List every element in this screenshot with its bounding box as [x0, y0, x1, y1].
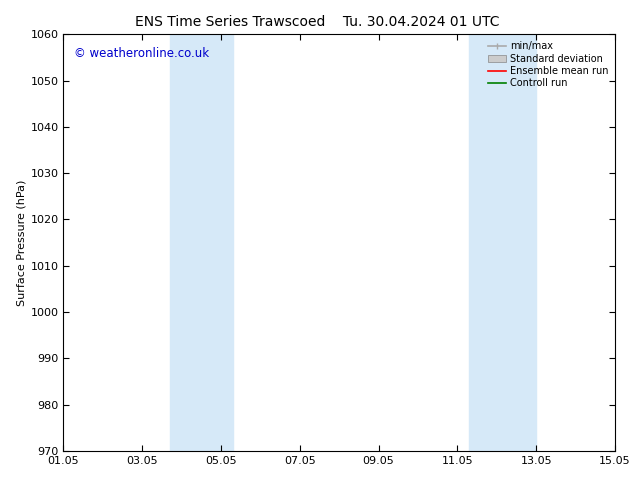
- Text: ENS Time Series Trawscoed    Tu. 30.04.2024 01 UTC: ENS Time Series Trawscoed Tu. 30.04.2024…: [135, 15, 499, 29]
- Y-axis label: Surface Pressure (hPa): Surface Pressure (hPa): [16, 179, 26, 306]
- Bar: [170, 34, 233, 451]
- Bar: [469, 34, 536, 451]
- Text: © weatheronline.co.uk: © weatheronline.co.uk: [74, 47, 210, 60]
- Legend: min/max, Standard deviation, Ensemble mean run, Controll run: min/max, Standard deviation, Ensemble me…: [486, 39, 610, 90]
